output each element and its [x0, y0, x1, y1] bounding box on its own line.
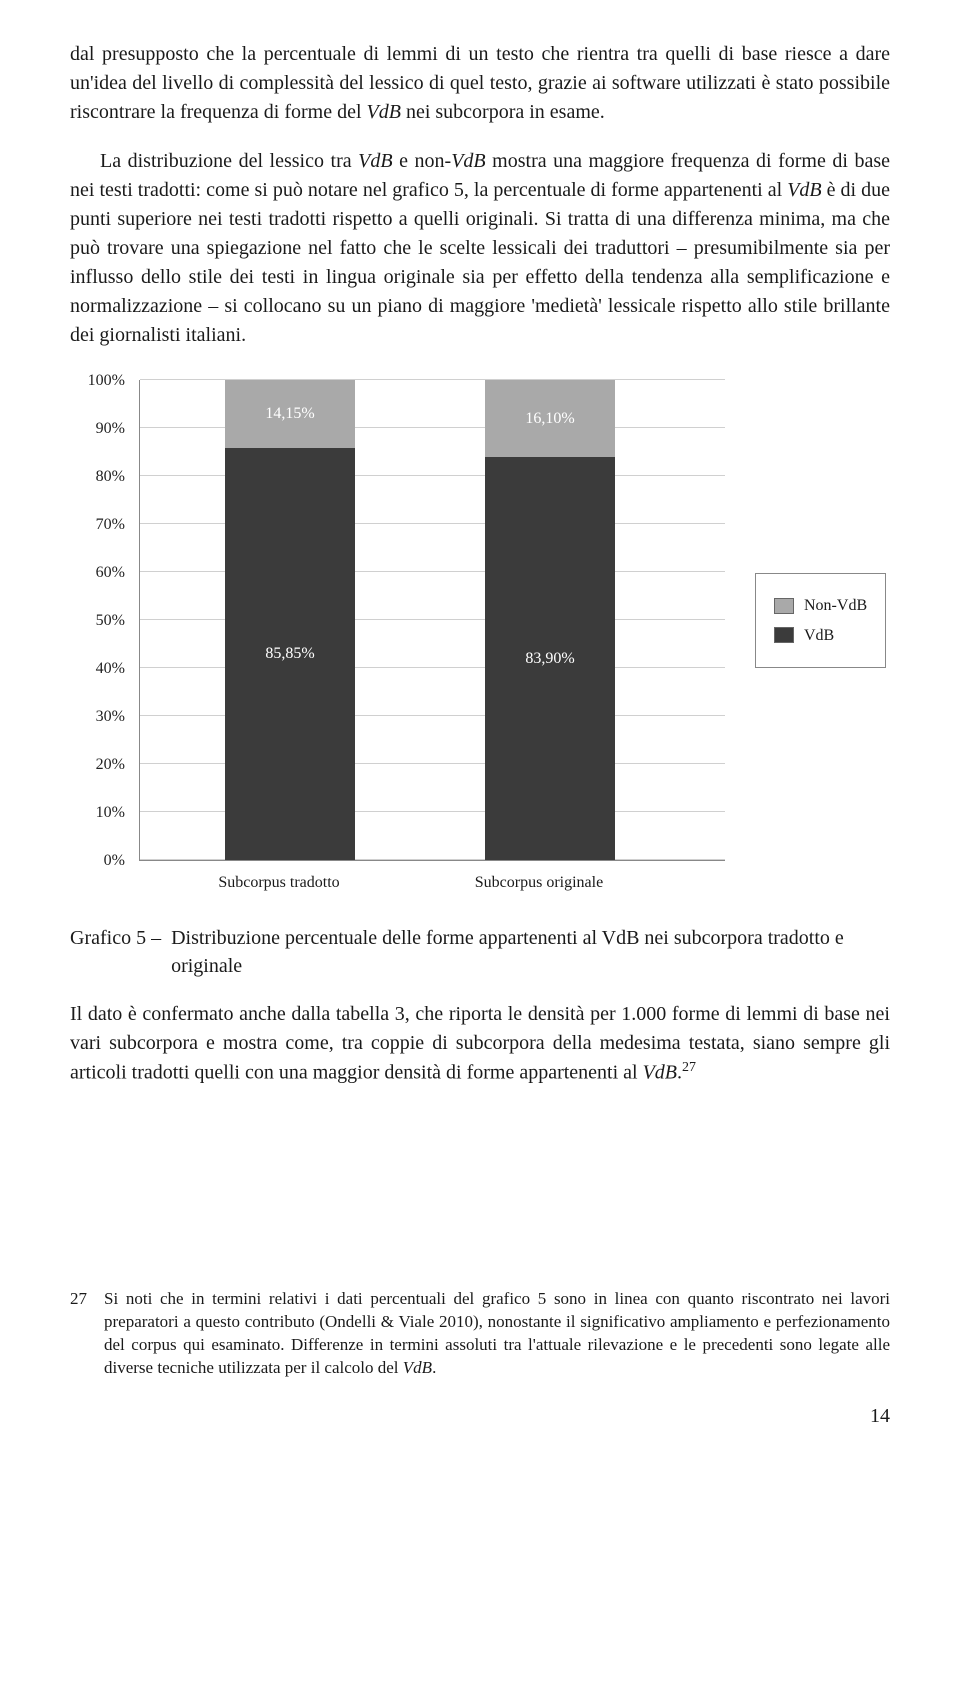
footnote-text: Si noti che in termini relativi i dati p…: [104, 1288, 890, 1380]
chart-y-axis: 100%90%80%70%60%50%40%30%20%10%0%: [70, 381, 135, 861]
legend-vdb: VdB: [774, 624, 867, 647]
bar-segment-vdb: 85,85%: [225, 448, 355, 860]
chart-legend: Non-VdB VdB: [755, 573, 886, 667]
footnote-27: 27 Si noti che in termini relativi i dat…: [70, 1288, 890, 1380]
legend-swatch-icon: [774, 627, 794, 643]
legend-non-vdb: Non-VdB: [774, 594, 867, 617]
paragraph-1: dal presupposto che la percentuale di le…: [70, 40, 890, 127]
chart-x-axis: Subcorpus tradotto Subcorpus originale: [129, 861, 799, 894]
bar-segment-non-vdb: 14,15%: [225, 380, 355, 448]
legend-swatch-icon: [774, 598, 794, 614]
legend-label: VdB: [804, 624, 834, 647]
chart-caption: Grafico 5 – Distribuzione percentuale de…: [70, 924, 890, 980]
page-number: 14: [70, 1402, 890, 1431]
bar-column: 83,90%16,10%: [485, 380, 615, 860]
bar-segment-non-vdb: 16,10%: [485, 380, 615, 457]
caption-label: Grafico 5 –: [70, 924, 161, 980]
bar-segment-vdb: 83,90%: [485, 457, 615, 860]
paragraph-3: Il dato è confermato anche dalla tabella…: [70, 1000, 890, 1088]
chart-5: 100%90%80%70%60%50%40%30%20%10%0% 85,85%…: [70, 380, 890, 894]
legend-label: Non-VdB: [804, 594, 867, 617]
bar-column: 85,85%14,15%: [225, 380, 355, 860]
x-axis-label: Subcorpus tradotto: [214, 861, 344, 894]
footnote-number: 27: [70, 1288, 94, 1380]
caption-text: Distribuzione percentuale delle forme ap…: [171, 924, 890, 980]
x-axis-label: Subcorpus originale: [474, 861, 604, 894]
paragraph-2: La distribuzione del lessico tra VdB e n…: [70, 147, 890, 350]
chart-plot-area: 85,85%14,15% 83,90%16,10%: [139, 380, 725, 861]
